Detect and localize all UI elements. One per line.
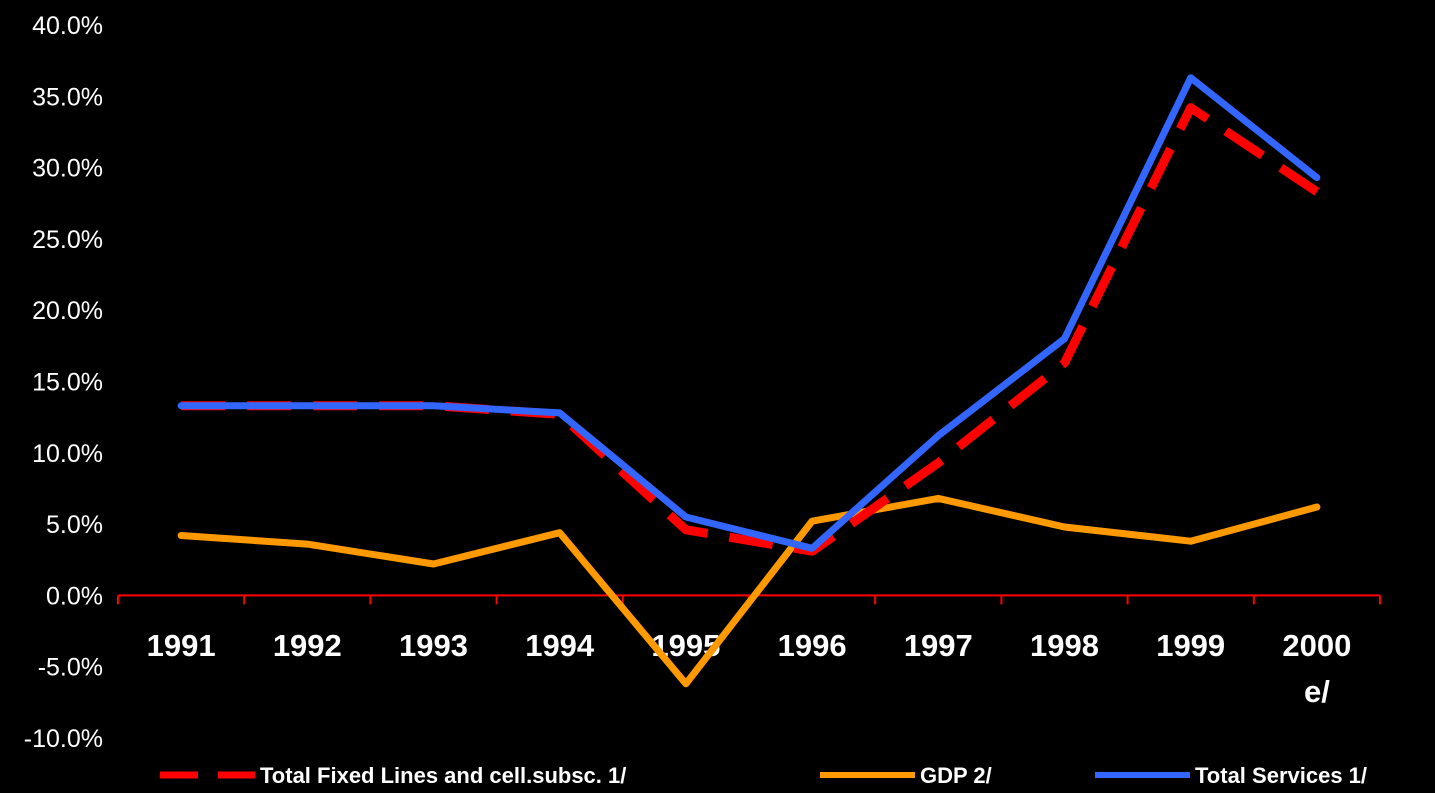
x-tick-label: 2000	[1282, 628, 1351, 663]
series-0-point	[1316, 191, 1318, 193]
y-tick-label: -5.0%	[38, 654, 103, 682]
x-tick-label: 1994	[525, 628, 595, 663]
x-tick-label: 1999	[1156, 628, 1225, 663]
x-tick-label: 1998	[1030, 628, 1099, 663]
y-tick-label: 15.0%	[32, 369, 103, 397]
x-tick-label: 1991	[147, 628, 216, 663]
y-tick-label: 40.0%	[32, 12, 103, 40]
series-lines	[177, 74, 1321, 688]
legend-label: Total Services 1/	[1195, 763, 1367, 788]
series-2-point	[1190, 77, 1192, 79]
series-line-2	[177, 74, 1321, 552]
x-tick-label: 1993	[399, 628, 468, 663]
series-2-point	[685, 516, 687, 518]
series-2-point	[433, 405, 434, 407]
series-0-point	[1190, 107, 1192, 109]
series-1-point	[937, 497, 939, 499]
series-1-point	[180, 535, 182, 537]
series-2-point	[559, 412, 561, 414]
series-1-point	[1316, 506, 1318, 508]
x-tick-label: 1997	[904, 628, 973, 663]
series-0-point	[937, 462, 939, 464]
y-tick-label: -10.0%	[24, 725, 103, 753]
series-2-point	[811, 547, 813, 549]
y-tick-label: 30.0%	[32, 155, 103, 183]
series-0-point	[685, 529, 687, 531]
legend: Total Fixed Lines and cell.subsc. 1/GDP …	[160, 763, 1367, 788]
x-axis	[117, 594, 1381, 605]
series-1-point	[559, 532, 561, 534]
y-tick-label: 35.0%	[32, 83, 103, 111]
y-tick-label: 25.0%	[32, 226, 103, 254]
y-tick-label: 5.0%	[46, 511, 103, 539]
legend-label: GDP 2/	[920, 763, 992, 788]
series-2-point	[1316, 177, 1318, 179]
x-axis-tick-labels: 1991 1992 1993 1994 1995 1996 1997 1998 1999 2000…	[147, 628, 1352, 709]
series-2-point	[306, 405, 308, 407]
series-1-point	[433, 563, 434, 565]
x-tick-label: 1992	[273, 628, 342, 663]
y-axis-tick-labels: 40.0% 35.0% 30.0% 25.0% 20.0% 15.0% 10.0% 5.0% 0…	[24, 12, 103, 753]
series-0-point	[1064, 362, 1065, 364]
series-1-point	[306, 543, 308, 545]
series-2-point	[937, 435, 939, 437]
series-1-point	[1190, 540, 1192, 542]
x-tick-sublabel: e/	[1304, 674, 1330, 709]
series-line-1	[177, 494, 1321, 688]
series-1-point	[811, 520, 813, 522]
series-1-point	[685, 683, 687, 685]
legend-label: Total Fixed Lines and cell.subsc. 1/	[260, 763, 626, 788]
series-1-point	[1064, 526, 1065, 528]
series-2-point	[1064, 338, 1065, 340]
series-2-point	[180, 405, 182, 407]
series-line-0	[181, 103, 1320, 556]
y-tick-label: 10.0%	[32, 440, 103, 468]
x-tick-label: 1996	[778, 628, 847, 663]
y-tick-label: 20.0%	[32, 297, 103, 325]
y-tick-label: 0.0%	[46, 582, 103, 610]
